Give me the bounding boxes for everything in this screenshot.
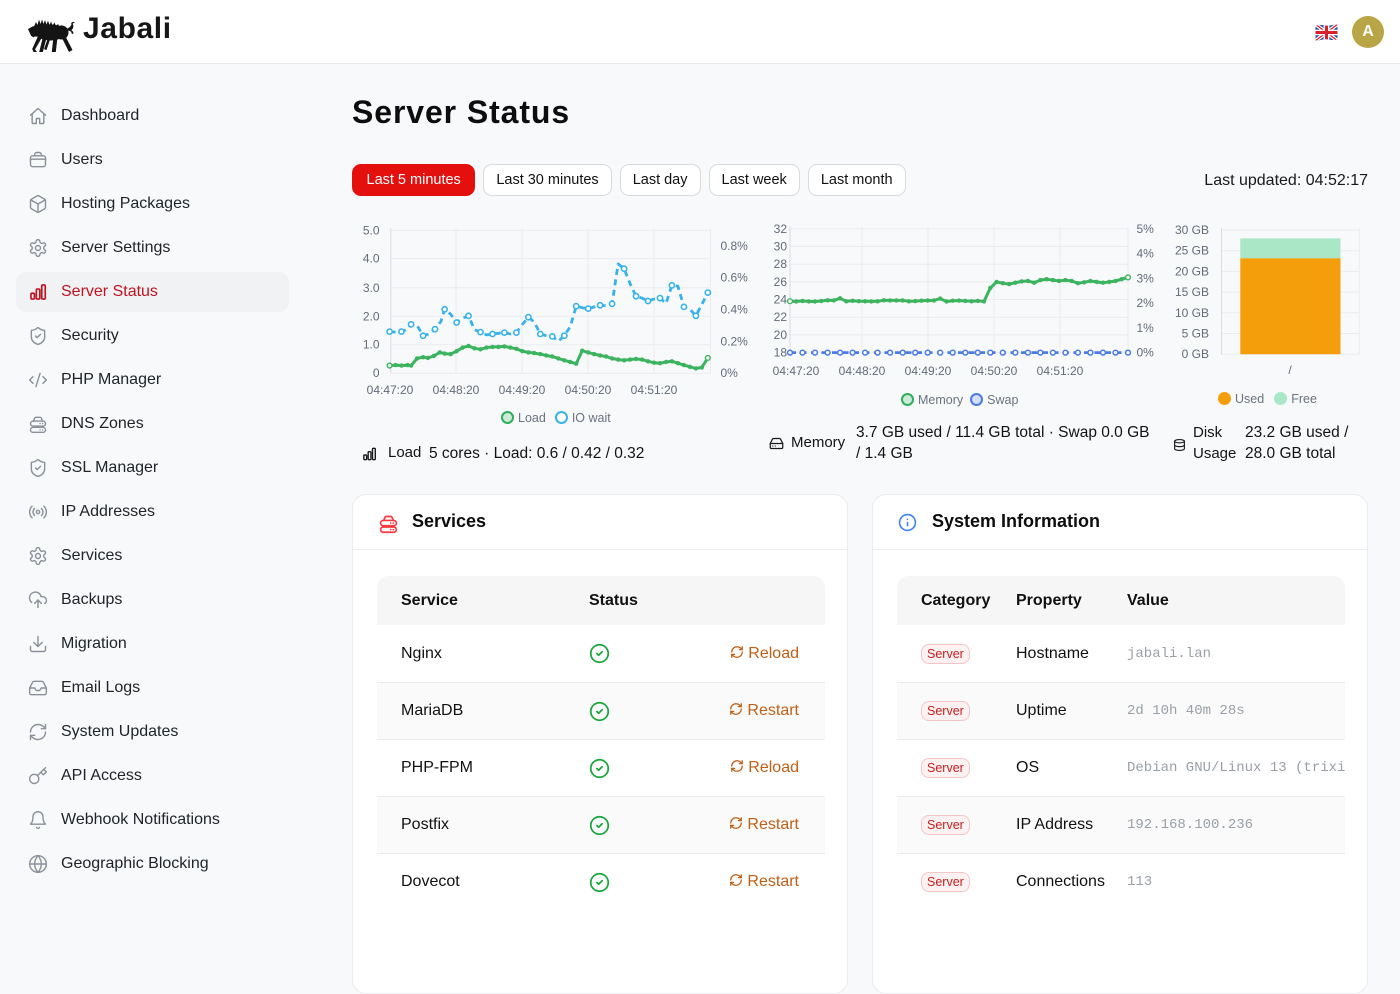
svg-text:0.8%: 0.8% <box>721 239 749 253</box>
svg-text:20: 20 <box>774 328 788 342</box>
svg-text:26: 26 <box>774 275 788 289</box>
svg-text:0%: 0% <box>721 366 739 380</box>
svg-text:4.0: 4.0 <box>363 252 380 266</box>
svg-text:04:49:20: 04:49:20 <box>905 364 952 378</box>
svg-text:1%: 1% <box>1137 321 1155 335</box>
svg-text:/: / <box>1288 363 1292 377</box>
svg-text:04:50:20: 04:50:20 <box>565 383 612 397</box>
svg-text:3.0: 3.0 <box>363 281 380 295</box>
svg-text:24: 24 <box>774 293 788 307</box>
svg-text:04:48:20: 04:48:20 <box>433 383 480 397</box>
svg-text:0.2%: 0.2% <box>721 334 749 348</box>
svg-text:0 GB: 0 GB <box>1182 347 1209 361</box>
svg-text:2%: 2% <box>1137 296 1155 310</box>
svg-text:2.0: 2.0 <box>363 309 380 323</box>
svg-text:0%: 0% <box>1137 346 1155 360</box>
svg-text:5%: 5% <box>1137 222 1155 236</box>
svg-text:25 GB: 25 GB <box>1175 244 1209 258</box>
svg-text:18: 18 <box>774 346 788 360</box>
svg-text:5.0: 5.0 <box>363 223 380 237</box>
svg-text:3%: 3% <box>1137 271 1155 285</box>
svg-text:4%: 4% <box>1137 247 1155 261</box>
svg-text:0: 0 <box>373 366 380 380</box>
svg-text:30 GB: 30 GB <box>1175 223 1209 237</box>
svg-text:04:48:20: 04:48:20 <box>839 364 886 378</box>
svg-text:22: 22 <box>774 310 788 324</box>
svg-text:28: 28 <box>774 257 788 271</box>
svg-text:20 GB: 20 GB <box>1175 264 1209 278</box>
svg-text:30: 30 <box>774 240 788 254</box>
svg-text:10 GB: 10 GB <box>1175 306 1209 320</box>
svg-text:5 GB: 5 GB <box>1182 327 1209 341</box>
svg-text:0.4%: 0.4% <box>721 303 749 317</box>
svg-text:04:49:20: 04:49:20 <box>499 383 546 397</box>
svg-text:15 GB: 15 GB <box>1175 285 1209 299</box>
svg-text:32: 32 <box>774 222 788 236</box>
svg-text:04:47:20: 04:47:20 <box>367 383 414 397</box>
svg-text:04:51:20: 04:51:20 <box>1037 364 1084 378</box>
svg-text:04:51:20: 04:51:20 <box>631 383 678 397</box>
svg-text:0.6%: 0.6% <box>721 271 749 285</box>
svg-text:04:50:20: 04:50:20 <box>971 364 1018 378</box>
svg-text:1.0: 1.0 <box>363 338 380 352</box>
svg-text:04:47:20: 04:47:20 <box>773 364 820 378</box>
